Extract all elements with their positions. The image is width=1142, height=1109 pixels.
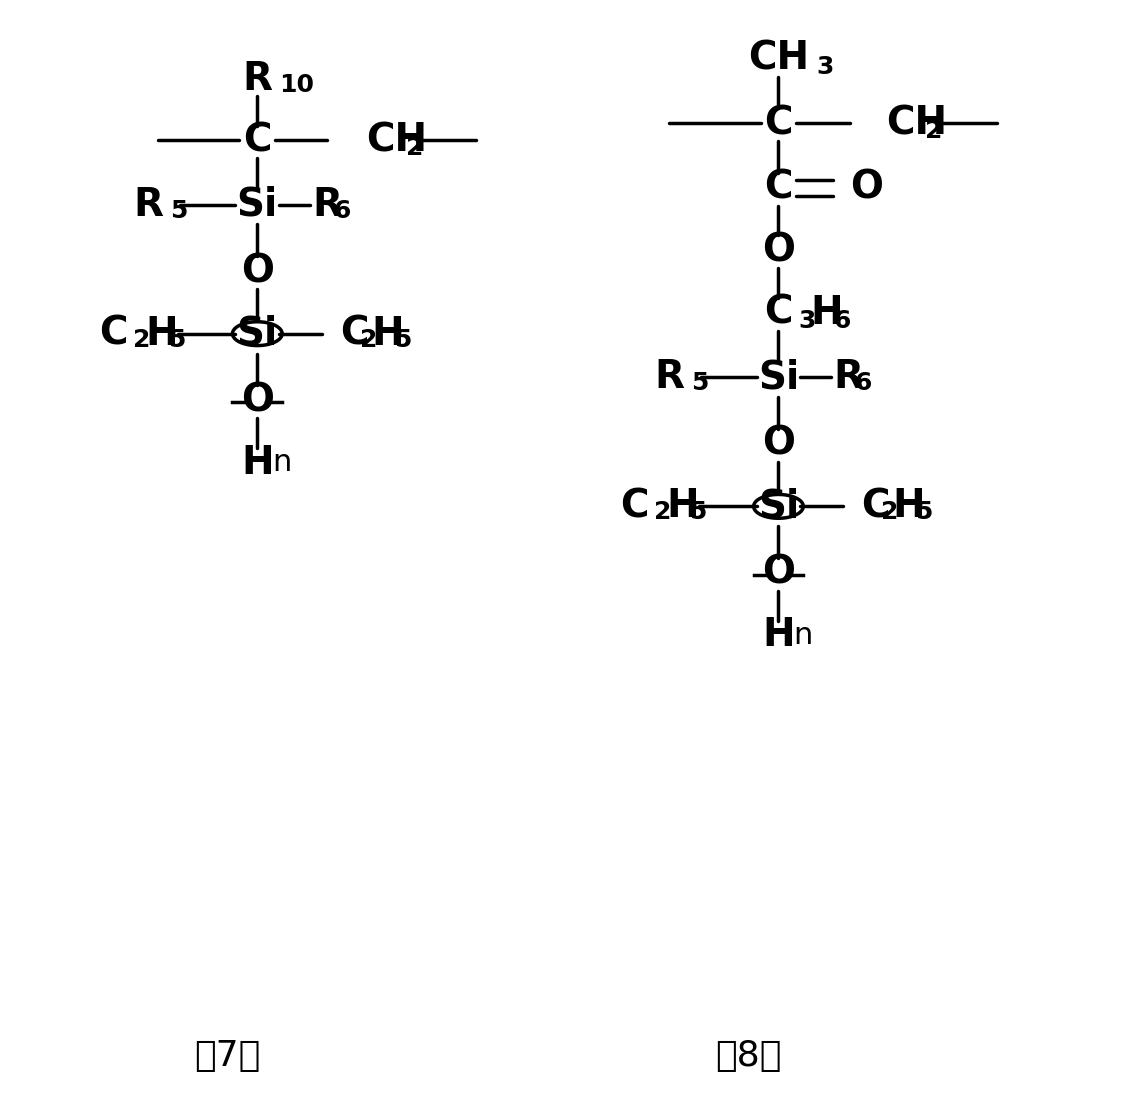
Text: 2: 2 [407,136,424,160]
Text: 3: 3 [798,308,815,333]
Text: Si: Si [236,315,278,353]
Text: O: O [850,169,883,206]
Text: H: H [145,315,178,353]
Text: 6: 6 [855,372,872,395]
Text: R: R [833,358,863,396]
Text: 5: 5 [394,327,411,352]
Text: H: H [762,617,795,654]
Text: C: C [764,169,793,206]
Text: 2: 2 [925,119,943,143]
Text: C: C [339,315,368,353]
Text: CH: CH [886,104,947,142]
Text: Si: Si [758,487,799,526]
Text: R: R [242,60,272,98]
Text: 2: 2 [654,500,671,525]
Text: （7）: （7） [194,1039,260,1074]
Text: C: C [99,315,128,353]
Text: O: O [241,381,274,419]
Text: O: O [762,232,795,269]
Text: C: C [764,294,793,332]
Text: 6: 6 [833,308,851,333]
Text: 5: 5 [916,500,933,525]
Text: n: n [794,621,813,650]
Text: 10: 10 [279,72,314,96]
Text: 5: 5 [170,199,187,223]
Text: O: O [762,425,795,462]
Text: C: C [764,104,793,142]
Text: 5: 5 [689,500,707,525]
Text: R: R [312,185,341,224]
Text: 3: 3 [817,54,834,79]
Text: 2: 2 [360,327,377,352]
Text: CH: CH [748,40,809,78]
Text: 6: 6 [333,199,351,223]
Text: R: R [134,185,163,224]
Text: 5: 5 [691,372,708,395]
Text: Si: Si [236,185,278,224]
Text: H: H [371,315,404,353]
Text: （8）: （8） [716,1039,782,1074]
Text: O: O [762,553,795,592]
Text: R: R [654,358,684,396]
Text: C: C [861,487,890,526]
Text: H: H [893,487,925,526]
Text: C: C [620,487,649,526]
Text: 2: 2 [134,327,151,352]
Text: H: H [241,444,274,481]
Text: n: n [273,448,292,477]
Text: CH: CH [367,121,427,159]
Text: H: H [666,487,699,526]
Text: H: H [810,294,843,332]
Text: C: C [243,121,272,159]
Text: 5: 5 [168,327,185,352]
Text: Si: Si [758,358,799,396]
Text: O: O [241,252,274,291]
Text: 2: 2 [880,500,898,525]
